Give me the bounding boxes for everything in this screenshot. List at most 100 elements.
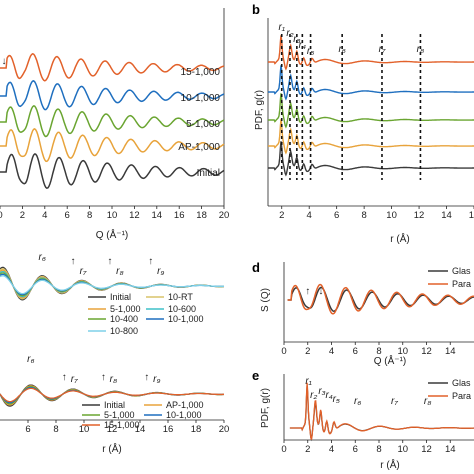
panel-b-x-tick-label: 14: [441, 210, 452, 221]
panel-e-x-tick-label: 14: [445, 444, 456, 455]
panel-a-series-3: [0, 79, 225, 111]
panel-c-bottom-peak-label: r₇: [71, 374, 78, 385]
panel-b-x-tick-label: 6: [334, 210, 339, 221]
panel-b-x-tick-label: 12: [414, 210, 425, 221]
panel-e-peak-label: r₅: [333, 394, 340, 405]
panel-c-top-arrow: ↑: [71, 256, 76, 267]
panel-c-top-legend-label: 5-1,000: [110, 304, 141, 314]
panel-a-xlabel: Q (Å⁻¹): [96, 228, 129, 241]
panel-b-x-tick-label: 10: [386, 210, 397, 221]
panel-c-bottom-arrow: ↑: [101, 372, 106, 383]
panel-c-top-peak-label: r₇: [80, 266, 87, 277]
panel-b-curve-2: [268, 93, 474, 129]
panel-d: d 0 2 4 6 8 10 12 14 Q (Å⁻¹) S (Q) ↑ ↓ Glas Para: [252, 260, 474, 367]
panel-c-bottom-x-tick-label: 14: [135, 424, 146, 435]
panel-e-peak-label: r₈: [424, 396, 432, 407]
panel-a-series-label: Initial: [197, 168, 220, 179]
panel-c-top: r₆ r₇ ↑ r₈ ↑ r₉ ↑ Initial 10-RT 5-1,000 10-600 10-4…: [0, 252, 225, 336]
panel-b-peak-label: r₄: [299, 40, 306, 51]
panel-b-x-tick-label: 8: [361, 210, 366, 221]
panel-e-x-tick-label: 6: [353, 444, 358, 455]
panel-c-top-arrow: ↑: [148, 256, 153, 267]
panel-e-x-tick-label: 8: [376, 444, 381, 455]
panel-c-top-legend-label: 10-600: [168, 304, 196, 314]
panel-a-series-1: [0, 128, 225, 163]
panel-d-xlabel: Q (Å⁻¹): [374, 354, 407, 367]
panel-c-bottom-legend-label: 10-1,000: [166, 410, 202, 420]
panel-e-legend-label: Para: [452, 391, 471, 401]
panel-b-label: b: [252, 2, 260, 17]
panel-a-x-tick-label: 18: [196, 210, 207, 221]
panel-a: 0 2 4 6 8 10 12 14 16 18 20 Q (Å⁻¹) Initial AP-1,000 5…: [0, 8, 229, 241]
panel-a-series-2: [0, 105, 225, 138]
panel-c-bottom-arrow: ↑: [62, 372, 67, 383]
panel-d-x-tick-label: 12: [421, 346, 432, 357]
panel-c-bottom-x-tick-label: 8: [53, 424, 58, 435]
panel-a-series-label: AP-1,000: [178, 142, 220, 153]
panel-d-x-tick-label: 4: [329, 346, 334, 357]
panel-a-x-tick-label: 10: [107, 210, 118, 221]
panel-d-x-tick-label: 0: [281, 346, 286, 357]
panel-d-ylabel: S (Q): [260, 288, 271, 312]
panel-e-peak-label: r₁: [305, 376, 311, 387]
panel-c-top-series-6: [0, 275, 224, 295]
panel-e-label: e: [252, 368, 259, 383]
panel-c-bottom-x-tick-label: 12: [107, 424, 118, 435]
panel-c-bottom-x-tick-label: 10: [79, 424, 90, 435]
panel-c-bottom-peak-label: r₆: [27, 354, 34, 365]
panel-d-x-tick-label: 14: [445, 346, 456, 357]
panel-c-top-peak-label: r₈: [116, 266, 124, 277]
panel-c-bottom-series-4: [0, 387, 224, 403]
panel-c-bottom-legend-label: Initial: [104, 400, 125, 410]
panel-e-x-tick-label: 10: [397, 444, 408, 455]
panel-d-x-tick-label: 8: [376, 346, 381, 357]
panel-c-bottom-x-tick-label: 20: [219, 424, 230, 435]
panel-b-curve-3: [268, 65, 474, 101]
panel-b-ylabel: PDF, g(r): [254, 90, 265, 130]
panel-a-x-tick-label: 4: [42, 210, 47, 221]
panel-a-x-tick-label: 6: [65, 210, 70, 221]
panel-c-top-legend-label: 10-RT: [168, 292, 193, 302]
panel-c-bottom-x-tick-label: 6: [25, 424, 30, 435]
panel-b-curve-1: [268, 119, 474, 155]
panel-e-peak-label: r₂: [310, 390, 317, 401]
panel-c-bottom-legend-label: 5-1,000: [104, 410, 135, 420]
panel-c-bottom-xlabel: r (Å): [102, 442, 121, 455]
panel-b-peak-label: r₁: [278, 22, 284, 33]
panel-e-peak-label: r₃: [318, 386, 325, 397]
panel-c-bottom-peak-label: r₉: [153, 374, 160, 385]
panel-a-series-4: [0, 52, 225, 82]
panel-e-x-tick-label: 0: [281, 444, 286, 455]
panel-c-top-peak-label: r₉: [157, 266, 164, 277]
panel-c-bottom-x-tick-label: 16: [163, 424, 174, 435]
panel-a-x-tick-label: 2: [20, 210, 25, 221]
panel-c-top-legend-label: 10-1,000: [168, 314, 204, 324]
panel-b-peak-label: r₃: [293, 34, 300, 45]
panel-c-bottom-arrow: ↑: [144, 372, 149, 383]
panel-d-series-para: [287, 283, 474, 315]
panel-e-xlabel: r (Å): [380, 458, 399, 471]
panel-a-series-label: 15-1,000: [181, 67, 221, 78]
panel-c-top-legend-label: Initial: [110, 292, 131, 302]
panel-b-xlabel: r (Å): [390, 232, 409, 245]
panel-c-bottom-legend-label: AP-1,000: [166, 400, 204, 410]
panel-c-bottom-peak-label: r₈: [110, 374, 118, 385]
panel-a-x-tick-label: 8: [87, 210, 92, 221]
panel-e-ylabel: PDF, g(r): [260, 388, 271, 428]
panel-d-x-tick-label: 6: [353, 346, 358, 357]
panel-d-legend-label: Glas: [452, 266, 471, 276]
panel-b-x-tick-label: 4: [307, 210, 312, 221]
panel-a-x-tick-label: 20: [219, 210, 230, 221]
panel-e-peak-label: r₆: [354, 396, 361, 407]
panel-e-peak-label: r₄: [325, 390, 332, 401]
panel-c-top-peak-label: r₆: [38, 252, 45, 263]
panel-a-x-tick-label: 14: [152, 210, 163, 221]
panel-b-peak-label: r₅: [307, 46, 314, 57]
panel-c-top-legend-label: 10-800: [110, 326, 138, 336]
panel-c-bottom-legend-label: 15-1,000: [104, 420, 140, 430]
panel-e-x-tick-label: 2: [305, 444, 310, 455]
panel-d-legend-label: Para: [452, 279, 471, 289]
panel-b-peak-label: r₆: [338, 44, 345, 55]
panel-e-peak-label: r₇: [391, 396, 398, 407]
